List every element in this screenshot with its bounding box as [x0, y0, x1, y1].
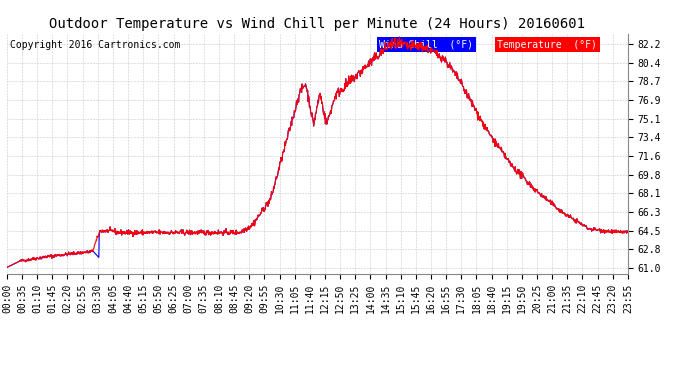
Text: Wind Chill  (°F): Wind Chill (°F) — [380, 40, 473, 50]
Title: Outdoor Temperature vs Wind Chill per Minute (24 Hours) 20160601: Outdoor Temperature vs Wind Chill per Mi… — [50, 17, 585, 31]
Text: Copyright 2016 Cartronics.com: Copyright 2016 Cartronics.com — [10, 40, 180, 50]
Text: Temperature  (°F): Temperature (°F) — [497, 40, 598, 50]
